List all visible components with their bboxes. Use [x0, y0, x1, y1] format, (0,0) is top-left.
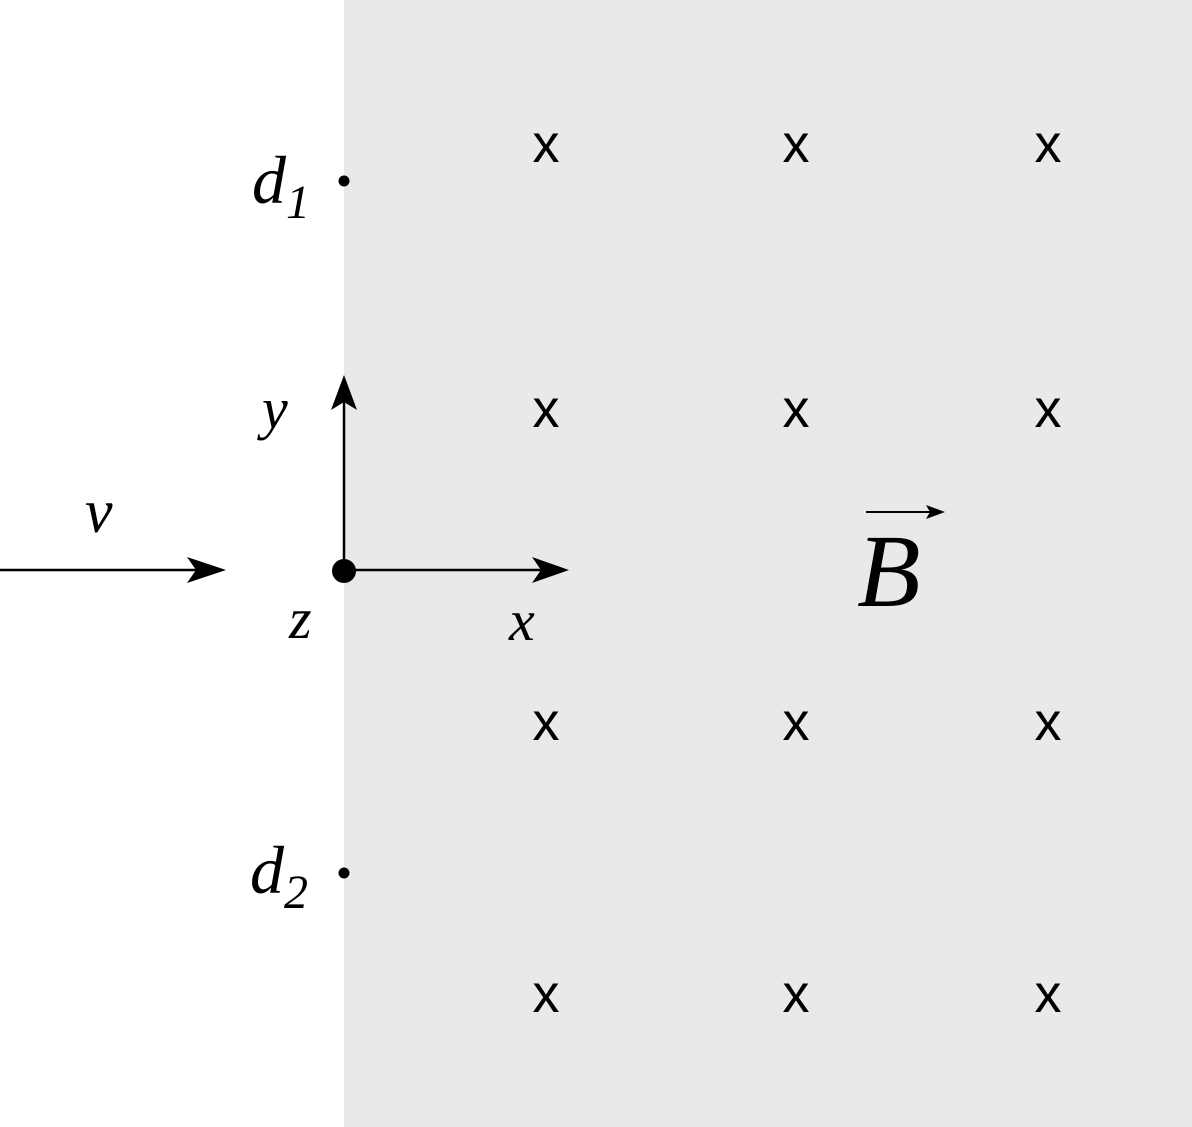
velocity-label: v: [85, 478, 113, 546]
field-into-page-marker: x: [1035, 692, 1062, 752]
field-vector-arrowhead: [926, 505, 945, 519]
field-into-page-marker: x: [533, 114, 560, 174]
z-axis-label: z: [288, 586, 312, 651]
y-axis-label: y: [257, 376, 288, 441]
field-into-page-marker: x: [783, 114, 810, 174]
field-into-page-marker: x: [783, 692, 810, 752]
field-into-page-marker: x: [783, 964, 810, 1024]
velocity-arrow: [0, 557, 226, 583]
field-label: B: [857, 514, 921, 629]
detector-1: d1: [252, 142, 350, 229]
field-markers: x x x x x x x x x x x x: [533, 114, 1062, 1024]
detector-1-dot: [338, 175, 350, 187]
field-into-page-marker: x: [783, 379, 810, 439]
detector-2-letter: d: [250, 832, 285, 908]
field-into-page-marker: x: [533, 964, 560, 1024]
detector-1-letter: d: [252, 142, 287, 218]
svg-text:d1: d1: [252, 142, 310, 229]
field-into-page-marker: x: [533, 692, 560, 752]
field-region: [344, 0, 1192, 1127]
detector-2-subscript: 2: [284, 866, 308, 919]
x-axis-label: x: [508, 588, 535, 653]
field-into-page-marker: x: [1035, 964, 1062, 1024]
detector-2-dot: [338, 867, 350, 879]
field-into-page-marker: x: [1035, 379, 1062, 439]
svg-text:d2: d2: [250, 832, 308, 919]
detector-1-subscript: 1: [286, 176, 310, 229]
coordinate-axes: [331, 375, 569, 583]
field-into-page-marker: x: [533, 379, 560, 439]
y-axis-arrowhead: [331, 375, 357, 410]
detector-2: d2: [250, 832, 350, 919]
origin-z-dot: [332, 559, 356, 583]
field-vector-label: B: [857, 505, 945, 629]
field-into-page-marker: x: [1035, 114, 1062, 174]
x-axis-arrowhead: [532, 557, 569, 583]
